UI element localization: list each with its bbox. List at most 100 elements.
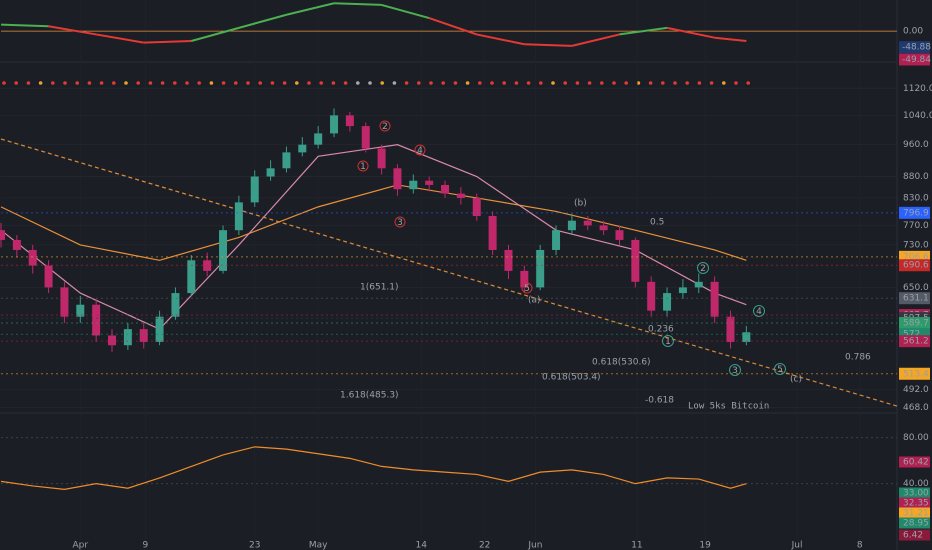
x-tick-label: 11 (631, 541, 642, 550)
signal-dot (112, 81, 116, 85)
signal-dot (160, 81, 165, 85)
signal-dot (587, 81, 592, 85)
signal-dot (282, 81, 287, 85)
candle-body (536, 249, 545, 288)
signal-dot (209, 81, 214, 85)
oscillator-segment (238, 13, 287, 29)
x-tick-label: Jul (791, 541, 803, 550)
candle-body (171, 293, 180, 317)
signal-dot (38, 81, 43, 85)
signal-dot (490, 81, 494, 85)
oscillator-segment (714, 36, 747, 42)
signal-dot (575, 81, 580, 85)
candle-body (615, 230, 624, 240)
candle-body (520, 270, 529, 288)
signal-dot (99, 81, 104, 85)
price-tag-label: 31.21 (903, 509, 929, 519)
wave-circle (697, 262, 709, 274)
annotation: (b) (574, 199, 587, 209)
y-tick-label: 492.0 (903, 385, 929, 395)
oscillator-segment (191, 26, 240, 42)
price-tag-label: 631.1 (903, 294, 929, 304)
signal-dot (319, 81, 324, 85)
signal-dot (526, 81, 531, 85)
price-tag-label: -49.84 (902, 55, 931, 65)
y-tick-label: 960.0 (903, 140, 929, 150)
oscillator-segment (333, 2, 382, 6)
signal-dot (295, 81, 299, 85)
signal-dot (624, 81, 628, 85)
wave-circle (394, 216, 406, 228)
y-tick-label: 40.00 (903, 479, 929, 489)
price-tag-label: 513.4 (903, 369, 929, 379)
signal-dot (563, 81, 567, 85)
signal-dot (514, 81, 519, 85)
candle-body (60, 287, 69, 317)
signal-dot (539, 81, 543, 85)
x-tick-label: Apr (73, 541, 89, 550)
signal-dot (612, 81, 616, 85)
wave-label: 2 (700, 264, 706, 274)
price-tag (899, 507, 930, 519)
price-tag-label: 32.35 (903, 499, 929, 509)
signal-dot (87, 81, 92, 85)
signal-dot (246, 81, 250, 85)
signal-dot (392, 81, 397, 85)
candle-body (0, 230, 5, 240)
price-tag-label: 60.42 (903, 458, 929, 468)
signal-dot (307, 81, 311, 85)
wave-circle (753, 305, 765, 317)
candle-body (425, 180, 434, 185)
candle-body (694, 281, 703, 288)
price-tag-label: 589.7 (903, 319, 929, 329)
signal-dot (356, 81, 360, 85)
annotation: 0.5 (650, 218, 664, 228)
indicator-line (0, 144, 747, 330)
signal-dot (709, 81, 714, 85)
candle-body (504, 249, 513, 271)
signal-dot (270, 81, 275, 85)
price-tag (899, 517, 930, 529)
x-tick-label: 22 (479, 541, 490, 550)
annotation: 0.786 (845, 353, 871, 363)
wave-circle (379, 120, 391, 132)
price-tag (899, 529, 930, 541)
price-tag-label: 561.2 (903, 337, 929, 347)
signal-dot (465, 81, 470, 85)
signal-dot (380, 81, 385, 85)
price-tag (899, 317, 930, 330)
signal-dot (124, 81, 128, 85)
wave-circle (729, 364, 741, 376)
candle-body (44, 265, 53, 288)
candle-body (631, 239, 640, 282)
indicator-line (0, 138, 898, 407)
y-tick-label: 468.0 (903, 403, 929, 413)
price-tag (899, 41, 930, 54)
signal-dot (14, 81, 18, 85)
candle-body (647, 281, 656, 311)
candle-body (710, 281, 719, 317)
signal-dot (551, 81, 555, 85)
signal-dot (368, 81, 372, 85)
y-tick-label: 830.0 (903, 193, 929, 203)
signal-dot (173, 81, 177, 85)
price-tag-label: 572 (903, 330, 920, 340)
candle-body (472, 197, 481, 217)
signal-dot (441, 81, 446, 85)
candle-body (377, 148, 386, 169)
wave-label: 2 (382, 122, 388, 132)
wave-label: 4 (756, 307, 762, 317)
signal-dot (185, 81, 189, 85)
oscillator-segment (619, 26, 668, 36)
signal-dot (697, 81, 702, 85)
signal-dot (404, 81, 409, 85)
y-tick-label: 0.00 (903, 27, 923, 37)
signal-dot (343, 81, 348, 85)
annotation: 0.618(503.4) (542, 373, 601, 383)
candle-body (139, 329, 148, 342)
candle-body (567, 220, 576, 231)
oscillator-segment (524, 43, 572, 47)
price-tag (899, 497, 930, 509)
